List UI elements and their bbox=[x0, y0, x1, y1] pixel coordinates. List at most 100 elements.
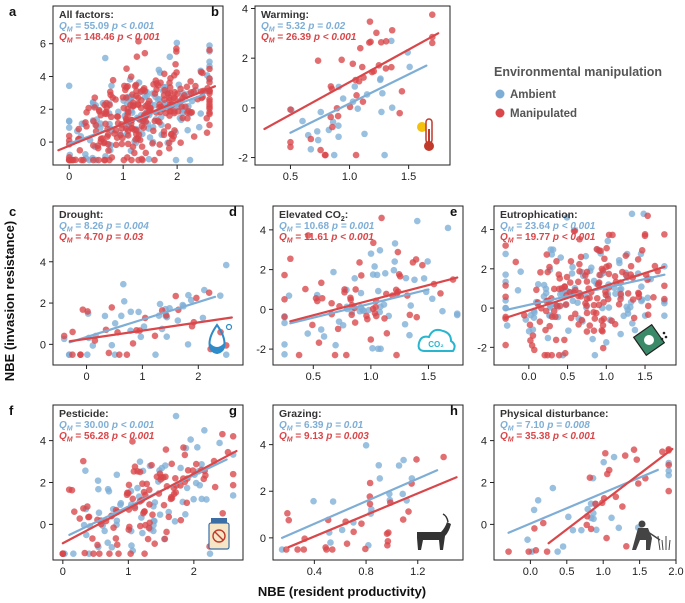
point-ambient bbox=[617, 330, 624, 338]
point-manipulated bbox=[168, 460, 176, 468]
point-manipulated bbox=[149, 140, 156, 147]
point-manipulated bbox=[409, 259, 417, 266]
point-manipulated bbox=[644, 212, 651, 220]
point-manipulated bbox=[112, 535, 120, 542]
point-ambient bbox=[590, 515, 597, 523]
point-ambient bbox=[357, 289, 365, 297]
point-manipulated bbox=[146, 501, 153, 508]
point-manipulated bbox=[502, 293, 509, 301]
point-manipulated bbox=[172, 292, 180, 300]
point-ambient bbox=[166, 53, 174, 61]
point-manipulated bbox=[69, 351, 76, 358]
fit-line-manipulated bbox=[289, 276, 459, 323]
point-ambient bbox=[329, 118, 337, 126]
point-manipulated bbox=[309, 321, 316, 329]
point-manipulated bbox=[124, 140, 132, 148]
point-manipulated bbox=[621, 452, 629, 459]
stat-ambient: QM = 10.68 p = 0.001 bbox=[279, 221, 375, 234]
point-manipulated bbox=[281, 271, 288, 279]
point-ambient bbox=[589, 335, 596, 343]
point-manipulated bbox=[180, 444, 187, 451]
point-manipulated bbox=[164, 90, 172, 97]
point-manipulated bbox=[635, 290, 643, 298]
point-manipulated bbox=[536, 318, 544, 325]
point-ambient bbox=[602, 338, 610, 346]
panel-title: Warming: bbox=[261, 9, 309, 21]
point-manipulated bbox=[381, 315, 388, 322]
point-ambient bbox=[369, 344, 376, 352]
point-manipulated bbox=[150, 127, 157, 135]
point-manipulated bbox=[81, 549, 89, 557]
point-manipulated bbox=[68, 486, 76, 494]
x-tick-label: 1 bbox=[125, 566, 131, 578]
point-manipulated bbox=[384, 537, 392, 545]
point-manipulated bbox=[382, 65, 390, 72]
point-ambient bbox=[362, 442, 370, 449]
point-manipulated bbox=[358, 63, 366, 71]
x-tick-label: 0.5 bbox=[560, 371, 575, 383]
point-ambient bbox=[588, 264, 595, 272]
point-ambient bbox=[381, 151, 388, 159]
point-ambient bbox=[644, 294, 652, 302]
point-manipulated bbox=[131, 149, 138, 157]
point-manipulated bbox=[177, 85, 184, 93]
x-tick-label: 1.5 bbox=[632, 566, 647, 578]
point-manipulated bbox=[75, 125, 83, 133]
point-manipulated bbox=[428, 11, 436, 18]
point-manipulated bbox=[558, 285, 566, 292]
point-manipulated bbox=[352, 286, 359, 293]
point-manipulated bbox=[131, 82, 139, 90]
point-ambient bbox=[411, 276, 418, 284]
y-tick-label: 0 bbox=[40, 519, 46, 531]
fit-line-manipulated bbox=[263, 32, 440, 131]
point-manipulated bbox=[583, 309, 591, 317]
point-ambient bbox=[89, 342, 97, 349]
point-ambient bbox=[104, 485, 112, 493]
point-ambient bbox=[206, 58, 213, 66]
y-tick-label: 2 bbox=[40, 298, 46, 310]
point-manipulated bbox=[349, 60, 357, 68]
point-ambient bbox=[307, 145, 315, 153]
point-ambient bbox=[186, 156, 194, 164]
point-ambient bbox=[534, 280, 542, 288]
point-manipulated bbox=[502, 242, 509, 249]
point-ambient bbox=[182, 510, 189, 518]
legend-ambient-marker bbox=[495, 89, 505, 99]
point-manipulated bbox=[141, 87, 149, 95]
panel-frame bbox=[493, 205, 677, 366]
point-manipulated bbox=[143, 103, 151, 110]
stat-ambient: QM = 30.00 p < 0.001 bbox=[59, 420, 155, 433]
thermometer-icon bbox=[417, 118, 434, 151]
point-ambient bbox=[367, 250, 375, 257]
point-ambient bbox=[371, 263, 378, 270]
point-manipulated bbox=[60, 332, 68, 340]
point-ambient bbox=[335, 122, 342, 129]
point-manipulated bbox=[315, 339, 323, 347]
point-manipulated bbox=[156, 149, 163, 157]
point-ambient bbox=[140, 323, 148, 330]
point-manipulated bbox=[634, 256, 642, 263]
point-manipulated bbox=[125, 481, 133, 489]
x-tick-label: 2 bbox=[195, 371, 201, 383]
point-manipulated bbox=[593, 294, 601, 302]
point-manipulated bbox=[118, 140, 126, 148]
point-ambient bbox=[120, 298, 128, 305]
point-manipulated bbox=[129, 495, 137, 503]
point-ambient bbox=[400, 456, 407, 464]
fit-line-manipulated bbox=[57, 85, 217, 152]
point-manipulated bbox=[406, 311, 414, 319]
point-manipulated bbox=[211, 483, 219, 491]
point-manipulated bbox=[322, 151, 329, 159]
y-tick-label: 0 bbox=[40, 339, 46, 351]
point-manipulated bbox=[120, 156, 128, 164]
fit-line-ambient bbox=[289, 288, 430, 325]
point-manipulated bbox=[604, 295, 612, 303]
point-manipulated bbox=[113, 113, 121, 120]
fit-line-ambient bbox=[280, 469, 439, 539]
point-ambient bbox=[201, 286, 208, 294]
point-manipulated bbox=[582, 272, 589, 279]
point-ambient bbox=[65, 82, 73, 90]
point-manipulated bbox=[206, 89, 213, 97]
fit-line-ambient bbox=[507, 468, 659, 534]
point-manipulated bbox=[366, 18, 374, 25]
